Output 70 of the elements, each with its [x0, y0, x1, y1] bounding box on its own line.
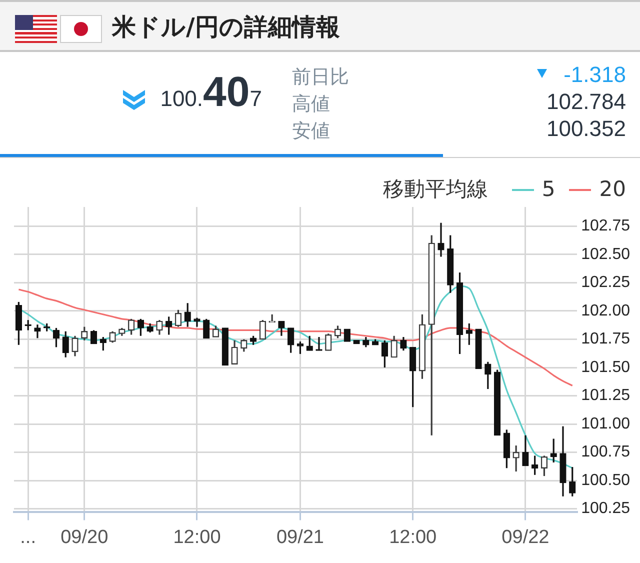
candlestick: [466, 322, 472, 346]
candlestick: [100, 336, 106, 352]
text: 前日比: [292, 65, 349, 90]
candlestick: [316, 336, 322, 352]
candlestick: [381, 340, 388, 368]
candlestick: [400, 336, 407, 352]
y-tick-label: 102.00: [581, 302, 630, 320]
text: 102.784: [546, 89, 626, 115]
candlestick: [15, 301, 22, 346]
x-tick-label: 09/20: [60, 526, 108, 548]
candlestick: [166, 316, 172, 336]
y-tick-label: 102.50: [581, 246, 630, 263]
candlestick: [288, 327, 294, 354]
y-tick-label: 101.25: [581, 387, 630, 404]
text: 安値: [292, 119, 330, 144]
candlestick: [156, 319, 163, 336]
candlestick: [194, 316, 200, 328]
candlestick: [438, 222, 444, 258]
candlestick: [503, 428, 510, 469]
text: -1.318: [564, 62, 626, 88]
candlestick: [128, 318, 135, 336]
candlestick: [174, 309, 182, 328]
x-tick-label: 12:00: [389, 526, 437, 548]
x-tick-label: 09/21: [276, 526, 324, 548]
candlestick: [390, 335, 398, 358]
legend-title: 移動平均線: [382, 176, 488, 203]
candlestick: [569, 466, 576, 498]
line-series: [18, 288, 574, 386]
candlestick: [231, 340, 238, 365]
candlestick: [72, 335, 78, 358]
legend-label: 20: [599, 177, 626, 201]
text: 100.352: [546, 116, 626, 142]
candlestick: [540, 454, 548, 477]
text: 高値: [292, 92, 330, 117]
y-tick-label: 102.25: [581, 274, 630, 292]
text: 100.407: [160, 68, 262, 115]
candlestick: [334, 324, 342, 339]
y-tick-label: 100.75: [581, 444, 630, 461]
candlestick: [146, 322, 154, 334]
x-tick-label: 12:00: [173, 526, 221, 548]
candlestick: [212, 324, 220, 338]
y-tick-label: 101.75: [581, 330, 630, 348]
candlestick: [522, 434, 529, 467]
y-tick-label: 100.25: [581, 500, 630, 518]
candlestick: [259, 319, 266, 340]
y-tick-label: 102.75: [581, 218, 630, 235]
x-tick-label: 09/22: [502, 526, 550, 548]
candlestick: [250, 335, 257, 346]
candlestick: [532, 454, 538, 476]
x-tick-label: ...: [20, 526, 36, 548]
candlestick: [240, 338, 248, 352]
legend-label: 5: [542, 177, 556, 201]
y-tick-label: 101.50: [581, 358, 630, 376]
candlestick: [278, 320, 285, 337]
y-tick-label: 101.00: [581, 415, 630, 432]
candlestick: [109, 330, 116, 344]
candlestick: [512, 444, 520, 472]
candlestick: [184, 302, 191, 328]
candlestick: [410, 346, 416, 408]
candlestick: [52, 327, 60, 348]
candlestick: [137, 318, 144, 337]
candlestick: [62, 330, 69, 358]
candlestick: [325, 332, 332, 352]
candlestick: [90, 329, 98, 345]
candlestick: [203, 318, 210, 339]
candlestick: [344, 328, 350, 342]
chart-title: 米ドル/円の詳細情報: [112, 12, 340, 43]
y-tick-label: 100.50: [581, 472, 630, 489]
candlestick: [484, 361, 492, 390]
candlestick: [81, 326, 88, 342]
